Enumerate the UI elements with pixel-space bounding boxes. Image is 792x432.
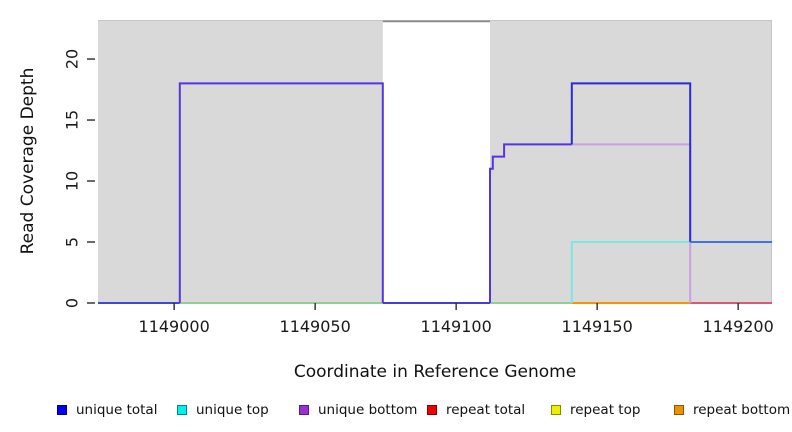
segment-unique-top-5-shelf [570, 241, 691, 303]
legend-item-unique-bottom: unique bottom [299, 402, 417, 418]
legend-item-repeat-bottom: repeat bottom [674, 402, 790, 418]
x-tick-label: 1149200 [702, 317, 774, 336]
legend-label: repeat total [446, 402, 526, 418]
y-axis-title: Read Coverage Depth [18, 67, 38, 255]
legend-item-unique-total: unique total [57, 402, 157, 418]
legend-item-repeat-top: repeat top [551, 402, 640, 418]
legend-swatch-icon [674, 405, 684, 415]
y-tick-label: 15 [62, 109, 82, 131]
segment-total-bottom-steps [489, 143, 572, 303]
masked-region [382, 20, 490, 303]
legend-label: repeat bottom [693, 402, 791, 418]
legend-swatch-icon [177, 405, 187, 415]
legend-label: repeat top [570, 402, 641, 418]
segment-total-bottom-block-left [178, 82, 384, 303]
legend-label: unique bottom [318, 402, 418, 418]
y-tick-label: 0 [62, 297, 82, 309]
legend-swatch-icon [57, 405, 67, 415]
legend-label: unique top [196, 402, 269, 418]
segment-total-block-right [570, 82, 692, 242]
legend-item-unique-top: unique top [177, 402, 269, 418]
x-tick-label: 1149150 [561, 317, 633, 336]
legend-swatch-icon [551, 405, 561, 415]
y-tick-label: 5 [62, 236, 82, 248]
x-tick-label: 1149100 [420, 317, 492, 336]
legend-swatch-icon [299, 405, 309, 415]
x-tick-label: 1149000 [138, 317, 210, 336]
legend-swatch-icon [427, 405, 437, 415]
x-axis-title: Coordinate in Reference Genome [293, 362, 577, 382]
y-tick-label: 20 [62, 48, 82, 70]
legend-label: unique total [76, 402, 158, 418]
legend-item-repeat-total: repeat total [427, 402, 525, 418]
y-tick-label: 10 [62, 170, 82, 192]
x-tick-label: 1149050 [279, 317, 351, 336]
